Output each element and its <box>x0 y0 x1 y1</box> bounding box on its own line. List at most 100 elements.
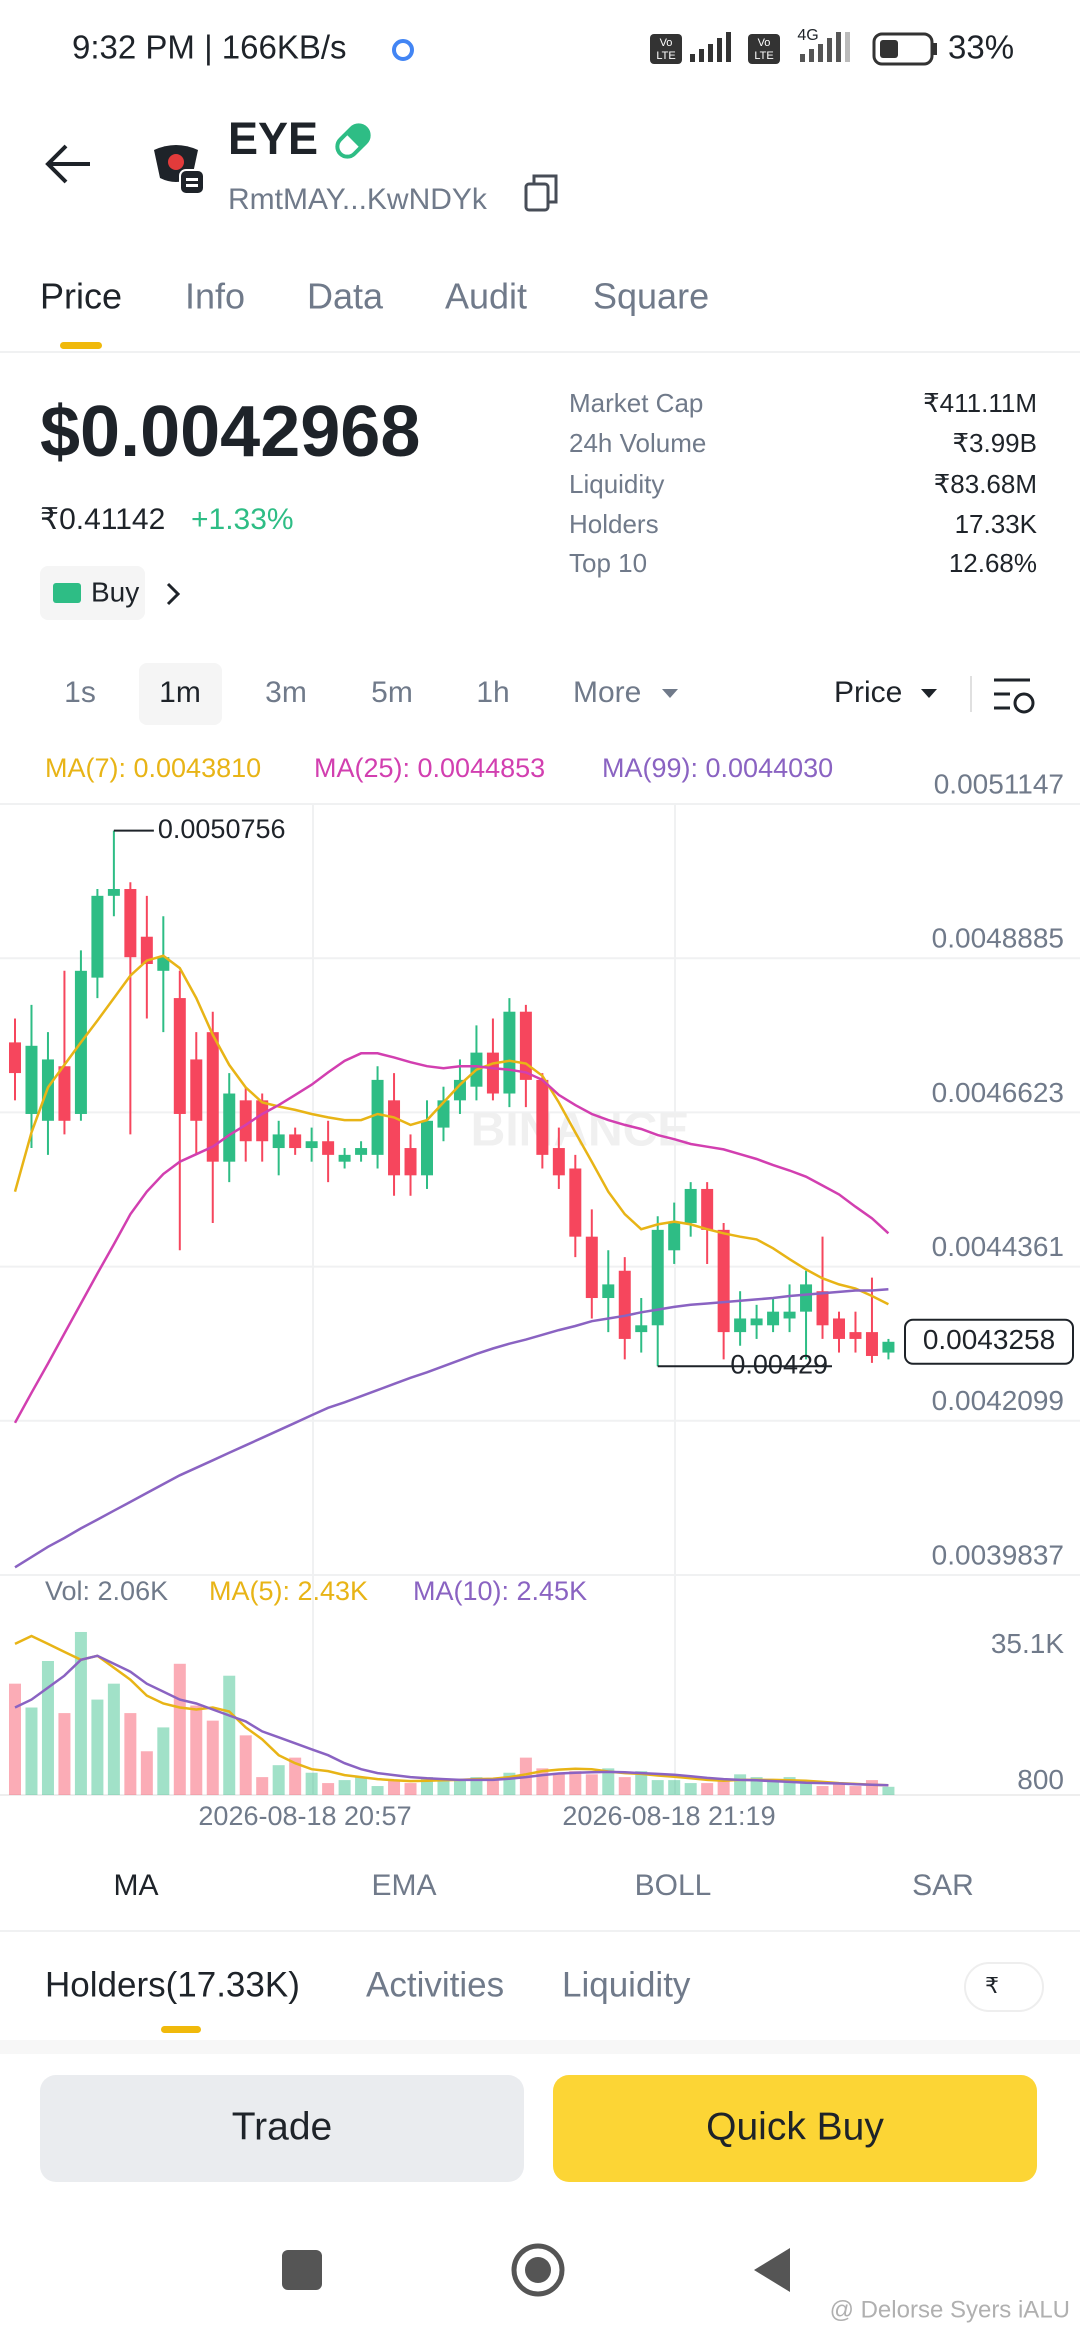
token-address: RmtMAY...KwNDYk <box>228 183 488 216</box>
candle-body <box>206 1032 219 1162</box>
candle-body <box>519 1011 532 1080</box>
tab[interactable]: Info <box>185 276 245 317</box>
volte-icon <box>748 34 780 64</box>
stat-value: ₹83.68M <box>934 469 1037 499</box>
tab-indicator <box>161 2026 201 2033</box>
volume-bar <box>338 1780 351 1795</box>
volume-bar <box>552 1774 565 1795</box>
signal-icon <box>690 32 731 62</box>
volume-bar <box>569 1771 582 1795</box>
volume-bar <box>256 1777 269 1795</box>
ma-line <box>13 954 889 1306</box>
volume-bar <box>140 1751 153 1795</box>
volume-bar <box>734 1774 747 1795</box>
stat-label: Liquidity <box>569 469 664 499</box>
trade-button[interactable] <box>40 2075 524 2182</box>
candle-body <box>404 1148 417 1176</box>
volume-bar <box>833 1783 845 1795</box>
tab[interactable]: Square <box>593 276 709 317</box>
ma-line <box>14 1287 889 1569</box>
candle-body <box>256 1100 269 1142</box>
volume-tick-label: 800 <box>1017 1764 1064 1795</box>
volume-bar <box>25 1707 38 1795</box>
candle-body <box>635 1325 648 1333</box>
interval[interactable]: 3m <box>265 676 307 709</box>
candle-body <box>322 1141 335 1155</box>
bottom-tab[interactable]: Activities <box>366 1965 504 2004</box>
google-icon <box>392 39 414 61</box>
tab[interactable]: Price <box>40 276 122 317</box>
battery-icon <box>872 32 934 66</box>
volume-bar <box>173 1663 186 1795</box>
candle-body <box>388 1100 401 1176</box>
y-tick-label: 0.0042099 <box>932 1385 1064 1416</box>
indicator[interactable]: EMA <box>371 1869 436 1902</box>
candle-body <box>421 1120 433 1176</box>
trade-label: Trade <box>232 2105 332 2148</box>
volume-bar <box>58 1713 71 1795</box>
nav-back[interactable] <box>754 2248 790 2292</box>
tab[interactable]: Audit <box>445 276 527 317</box>
candle-body <box>750 1318 763 1326</box>
stat-value: ₹3.99B <box>953 428 1038 458</box>
nav-home[interactable] <box>511 2243 565 2297</box>
candle-body <box>124 889 137 958</box>
indicator[interactable]: SAR <box>912 1869 974 1902</box>
dropdown-arrow <box>921 689 937 698</box>
candle-body <box>536 1079 549 1155</box>
indicator[interactable]: MA <box>114 1869 159 1902</box>
interval-more[interactable]: More <box>573 676 641 709</box>
candle-body <box>816 1291 829 1326</box>
volume-bar <box>767 1780 780 1795</box>
y-tick-label: 0.0048885 <box>932 923 1064 954</box>
copy-button[interactable] <box>524 174 558 212</box>
tab[interactable]: Data <box>307 276 384 317</box>
signal-icon <box>800 32 850 62</box>
volume-ma-line <box>14 1654 889 1787</box>
volume-bar <box>651 1780 664 1795</box>
y-tick-label: 0.0039837 <box>932 1539 1064 1570</box>
bottom-tab[interactable]: Holders(17.33K) <box>45 1965 300 2004</box>
price-selector[interactable]: Price <box>834 676 902 709</box>
interval[interactable]: 1s <box>64 676 96 709</box>
candle-body <box>552 1148 565 1176</box>
volume-bar <box>305 1772 318 1795</box>
ma-legend: MA(7): 0.0043810 <box>45 753 261 783</box>
chart-settings[interactable] <box>994 678 1035 714</box>
volume-bar <box>190 1705 203 1795</box>
price-inr: ₹0.41142 <box>40 503 165 536</box>
stat-value: 12.68% <box>949 548 1037 578</box>
candle-body <box>651 1229 664 1326</box>
ma-line <box>13 1052 890 1424</box>
candle-body <box>305 1141 318 1149</box>
interval[interactable]: 1h <box>476 676 509 709</box>
candle-body <box>223 1093 236 1162</box>
candle-body <box>437 1100 450 1128</box>
stat-value: 17.33K <box>955 509 1038 539</box>
nav-recent[interactable] <box>282 2250 322 2290</box>
chevron[interactable] <box>166 582 181 606</box>
buy-label: Buy <box>91 576 139 607</box>
candle-body <box>684 1188 697 1224</box>
candle-body <box>585 1236 598 1299</box>
indicator[interactable]: BOLL <box>635 1869 712 1902</box>
interval[interactable]: 1m <box>159 676 201 709</box>
volume-bar <box>272 1765 285 1795</box>
back-button[interactable] <box>45 144 90 184</box>
bottom-tab[interactable]: Liquidity <box>562 1965 691 2004</box>
ma-legend: MA(25): 0.0044853 <box>314 753 545 783</box>
candle-body <box>767 1311 780 1326</box>
volume-bar <box>684 1783 697 1795</box>
price-usd: $0.0042968 <box>40 392 420 472</box>
buy-button[interactable] <box>40 566 145 620</box>
interval[interactable]: 5m <box>371 676 413 709</box>
candle-body <box>107 889 120 896</box>
volume-bar <box>486 1780 499 1795</box>
quick-buy-button[interactable] <box>553 2075 1037 2182</box>
volume-bar <box>800 1783 813 1795</box>
volte-text: LTE <box>754 50 773 62</box>
candle-body <box>58 1066 71 1121</box>
volume-bar <box>223 1675 236 1795</box>
currency-toggle[interactable] <box>964 1962 1044 2012</box>
volume-bar <box>355 1777 368 1795</box>
